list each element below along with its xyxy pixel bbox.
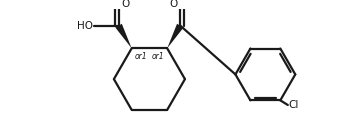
- Polygon shape: [167, 24, 184, 48]
- Text: HO: HO: [77, 21, 94, 31]
- Text: or1: or1: [152, 52, 165, 61]
- Text: or1: or1: [135, 52, 147, 61]
- Text: O: O: [121, 0, 130, 9]
- Polygon shape: [115, 24, 132, 48]
- Text: Cl: Cl: [289, 100, 299, 110]
- Text: O: O: [169, 0, 177, 9]
